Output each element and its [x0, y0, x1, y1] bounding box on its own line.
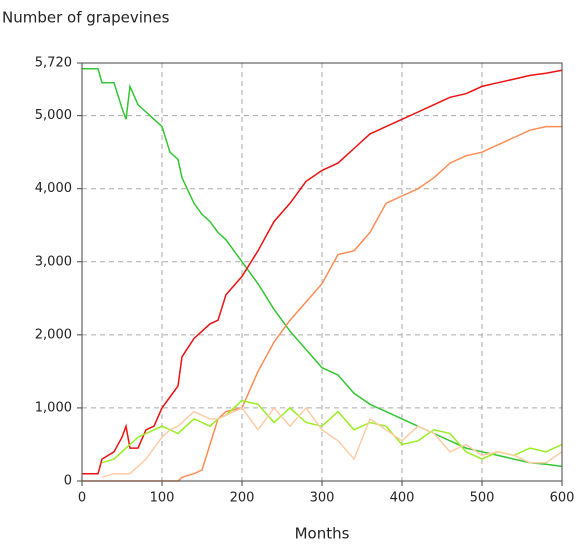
series-line: [82, 69, 563, 475]
plot-frame: [81, 62, 563, 482]
series-line: [101, 399, 563, 464]
chart-title: Number of grapevines: [2, 9, 170, 27]
x-axis-label: Months: [295, 525, 350, 543]
y-tick-label: 5,720: [35, 56, 72, 71]
x-tick-label: 400: [390, 491, 415, 506]
series-line: [101, 406, 563, 479]
y-tick-label: 4,000: [35, 181, 72, 196]
y-tick-label: 0: [64, 474, 72, 489]
x-tick-label: 500: [470, 491, 495, 506]
y-tick-label: 1,000: [35, 400, 72, 415]
y-tick-label: 5,000: [35, 108, 72, 123]
x-tick-label: 100: [150, 491, 175, 506]
y-tick-label: 3,000: [35, 254, 72, 269]
x-tick-label: 300: [310, 491, 335, 506]
x-tick-label: 200: [230, 491, 255, 506]
x-tick-label: 600: [550, 491, 575, 506]
y-tick-label: 2,000: [35, 327, 72, 342]
x-tick-label: 0: [78, 491, 86, 506]
series-line: [82, 68, 563, 468]
